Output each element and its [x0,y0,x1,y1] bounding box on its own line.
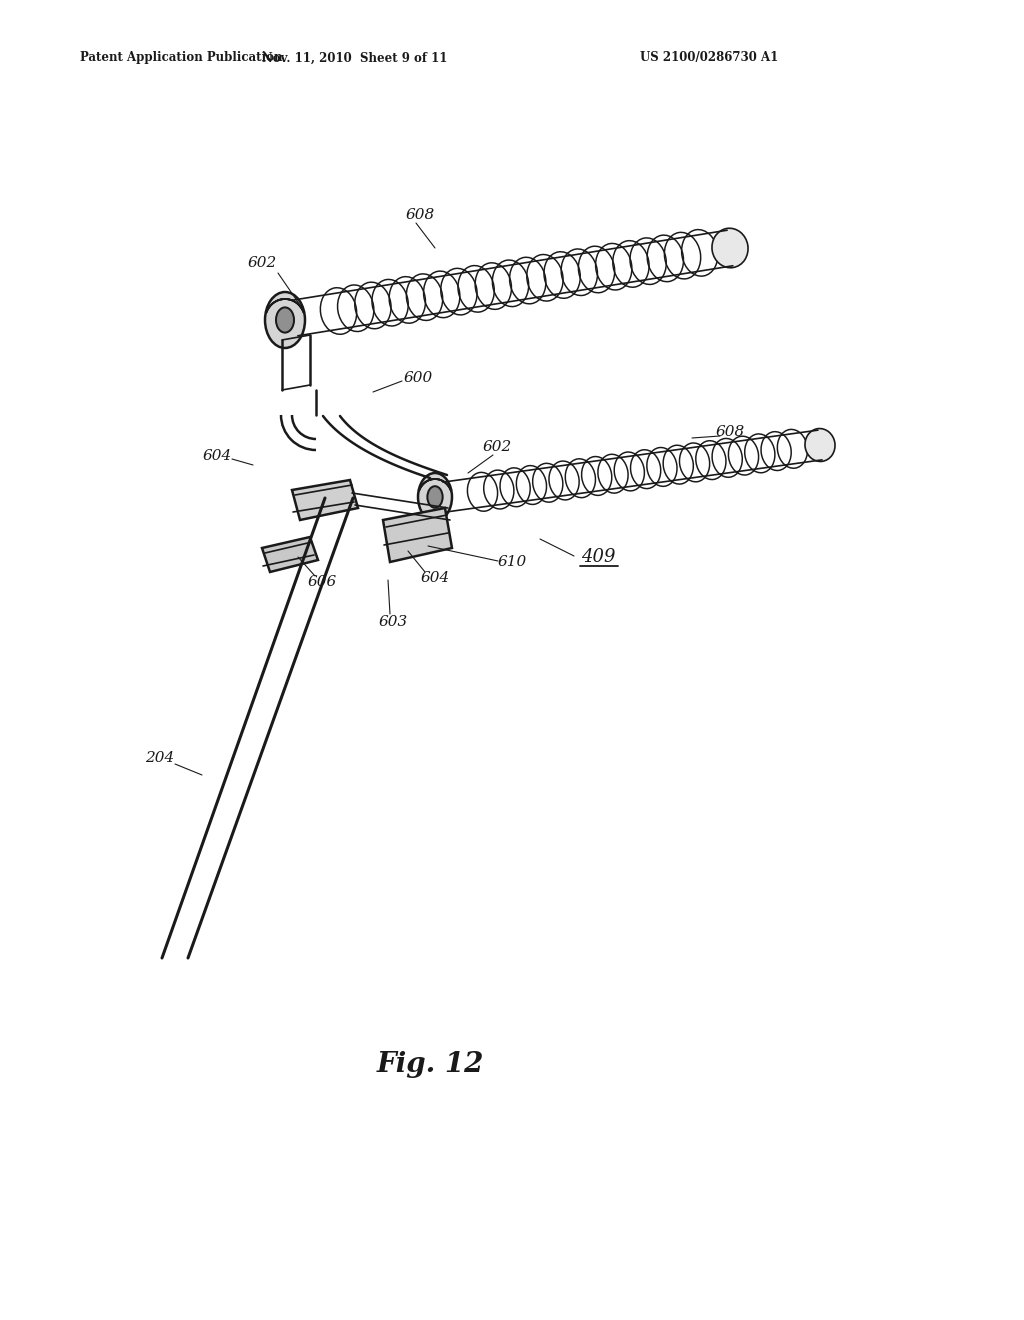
Text: 608: 608 [716,425,744,440]
Text: 600: 600 [403,371,432,385]
Text: 606: 606 [307,576,337,589]
Text: 608: 608 [406,209,434,222]
Text: 604: 604 [421,572,450,585]
Text: Patent Application Publication: Patent Application Publication [80,51,283,65]
Ellipse shape [805,429,835,462]
Text: 204: 204 [145,751,175,766]
Ellipse shape [276,308,294,333]
Text: 603: 603 [379,615,408,630]
Text: 610: 610 [498,554,526,569]
Polygon shape [292,480,358,520]
Text: Nov. 11, 2010  Sheet 9 of 11: Nov. 11, 2010 Sheet 9 of 11 [262,51,447,65]
Polygon shape [383,508,452,562]
Ellipse shape [265,292,305,348]
Text: Fig. 12: Fig. 12 [376,1052,483,1078]
Text: 604: 604 [203,449,231,463]
Ellipse shape [418,473,452,521]
Ellipse shape [712,228,749,268]
Text: 602: 602 [248,256,276,271]
Ellipse shape [397,516,423,539]
Text: US 2100/0286730 A1: US 2100/0286730 A1 [640,51,778,65]
Polygon shape [262,537,318,572]
Text: 409: 409 [581,548,615,566]
Ellipse shape [427,486,442,508]
Text: 602: 602 [482,440,512,454]
